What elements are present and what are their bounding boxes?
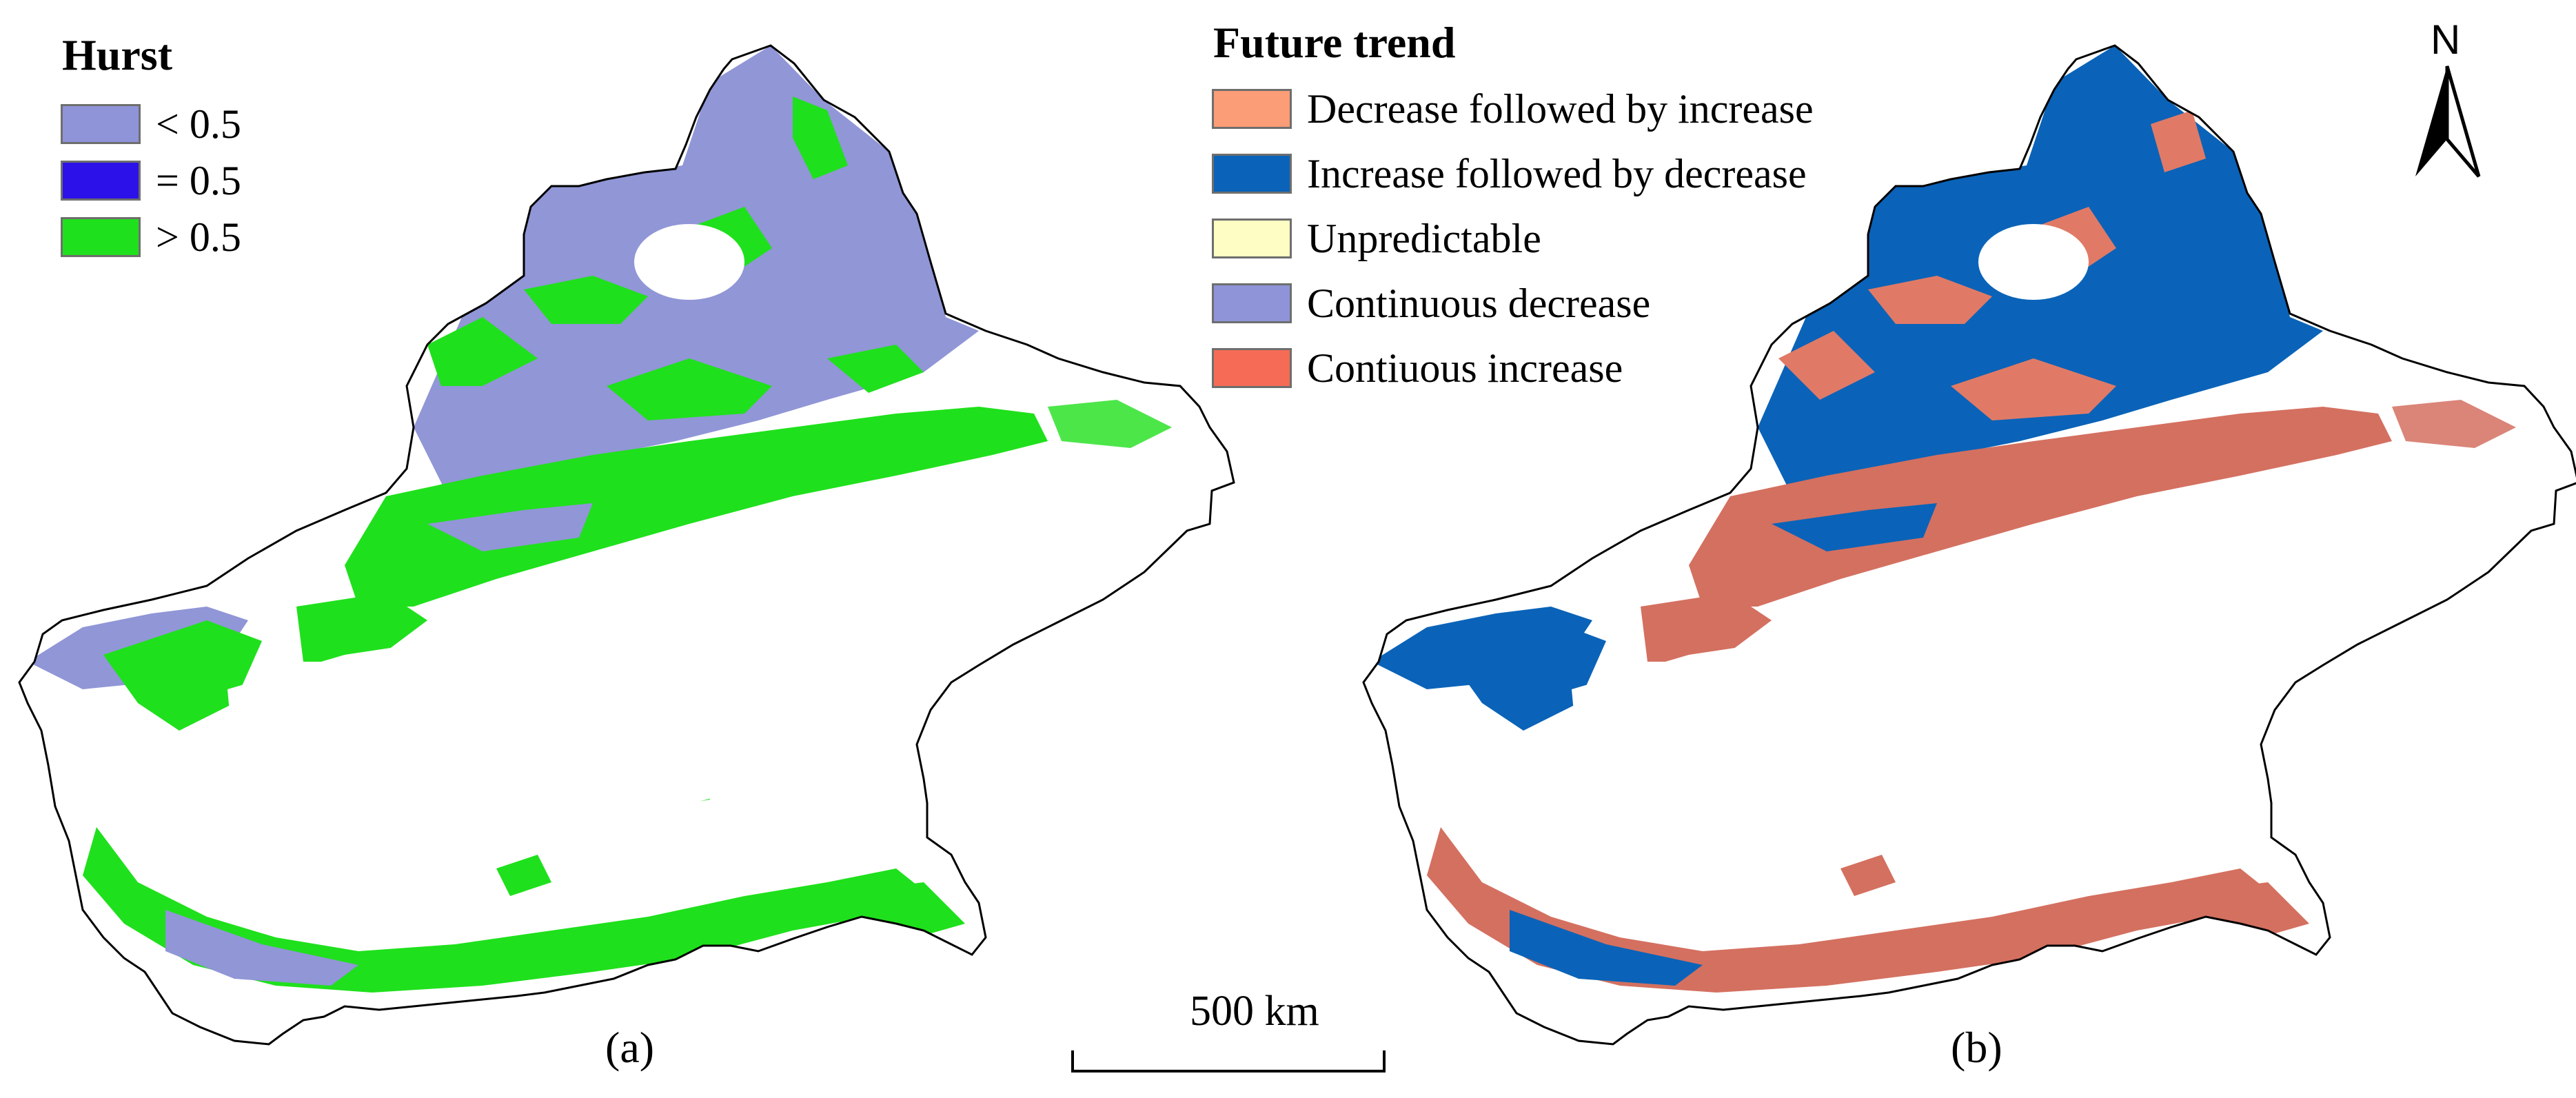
legend-swatch	[1212, 154, 1292, 194]
legend-item-lt-05: < 0.5	[61, 102, 241, 146]
scale-bar-label: 500 km	[1190, 988, 1319, 1035]
north-letter: N	[2431, 17, 2461, 63]
legend-item-increase-then-decrease: Increase followed by decrease	[1212, 152, 1807, 196]
legend-swatch	[61, 161, 141, 201]
legend-label: = 0.5	[156, 158, 241, 203]
legend-item-decrease-then-increase: Decrease followed by increase	[1212, 87, 1814, 131]
legend-label: Increase followed by decrease	[1307, 151, 1807, 196]
legend-swatch	[1212, 218, 1292, 258]
legend-label: Decrease followed by increase	[1307, 86, 1814, 132]
legend-item-continuous-decrease: Continuous decrease	[1212, 281, 1650, 325]
legend-item-continuous-increase: Contiuous increase	[1212, 346, 1623, 390]
scale-bar	[1071, 1050, 1386, 1072]
legend-item-gt-05: > 0.5	[61, 215, 241, 259]
legend-label: > 0.5	[156, 214, 241, 260]
legend-swatch	[61, 104, 141, 144]
legend-swatch	[61, 217, 141, 257]
legend-swatch	[1212, 283, 1292, 323]
legend-label: Continuous decrease	[1307, 281, 1651, 326]
legend-title-hurst: Hurst	[62, 30, 172, 79]
legend-swatch	[1212, 348, 1292, 388]
legend-label: Unpredictable	[1307, 216, 1541, 261]
legend-label: Contiuous increase	[1307, 345, 1623, 391]
north-arrow-icon	[2415, 65, 2481, 178]
legend-label: < 0.5	[156, 101, 241, 147]
panel-label-a: (a)	[605, 1023, 655, 1072]
legend-item-eq-05: = 0.5	[61, 159, 241, 203]
legend-item-unpredictable: Unpredictable	[1212, 216, 1541, 261]
legend-swatch	[1212, 89, 1292, 129]
map-a	[18, 44, 1235, 1046]
legend-title-future-trend: Future trend	[1213, 18, 1456, 67]
panel-label-b: (b)	[1951, 1023, 2002, 1072]
